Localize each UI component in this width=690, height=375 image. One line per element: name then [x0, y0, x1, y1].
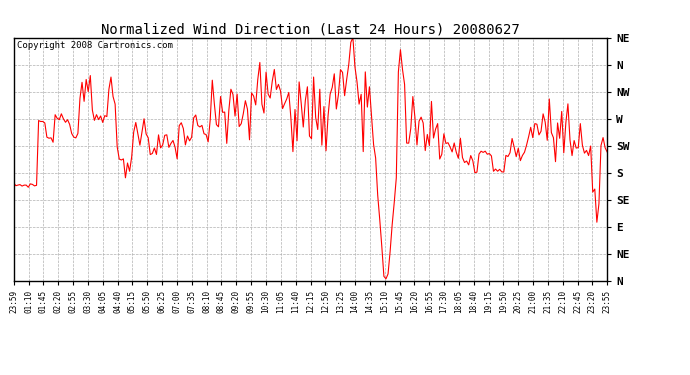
Title: Normalized Wind Direction (Last 24 Hours) 20080627: Normalized Wind Direction (Last 24 Hours… — [101, 22, 520, 36]
Text: Copyright 2008 Cartronics.com: Copyright 2008 Cartronics.com — [17, 41, 172, 50]
